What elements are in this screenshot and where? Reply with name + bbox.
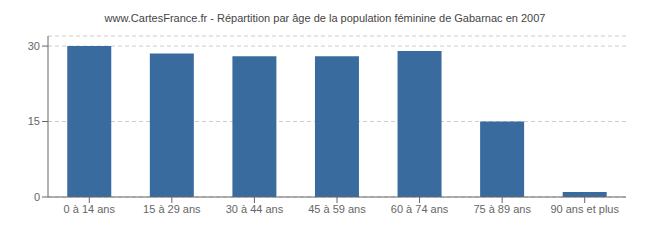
svg-text:30 à 44 ans: 30 à 44 ans (226, 203, 284, 215)
svg-text:90 ans et plus: 90 ans et plus (550, 203, 619, 215)
html-text:www.CartesFrance.fr - Répartit: www.CartesFrance.fr - Répartition par âg… (104, 12, 546, 24)
svg-text:75 à 89 ans: 75 à 89 ans (473, 203, 531, 215)
svg-text:45 à 59 ans: 45 à 59 ans (308, 203, 366, 215)
svg-text:15: 15 (28, 115, 40, 127)
svg-text:0 à 14 ans: 0 à 14 ans (64, 203, 116, 215)
svg-text:30: 30 (28, 40, 40, 52)
svg-text:60 à 74 ans: 60 à 74 ans (391, 203, 449, 215)
svg-text:0: 0 (34, 191, 40, 203)
svg-text:15 à 29 ans: 15 à 29 ans (143, 203, 201, 215)
